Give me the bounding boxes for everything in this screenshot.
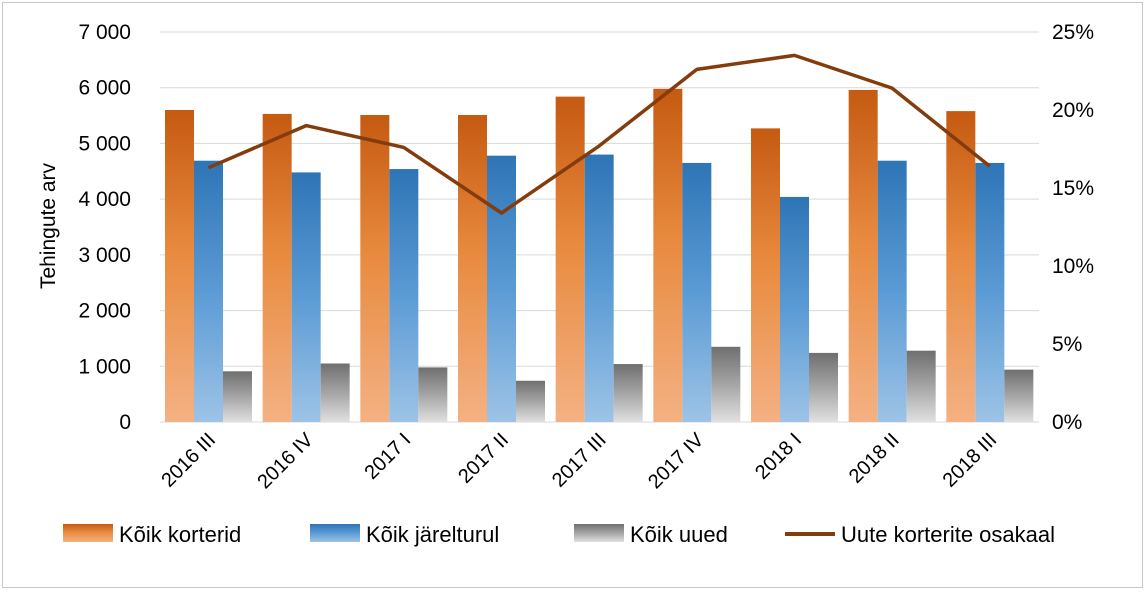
bar-uued: [1004, 369, 1034, 422]
y-tick-label: 3 000: [78, 244, 131, 267]
bar-uued: [809, 352, 838, 422]
y-tick-label: 5 000: [78, 132, 131, 155]
bar-jarelturul: [780, 196, 809, 422]
bar-jarelturul: [291, 172, 321, 422]
legend-label: Uute korterite osakaal: [841, 522, 1055, 547]
bar-korterid: [848, 89, 878, 422]
line-series: [207, 53, 991, 215]
bar-korterid: [458, 115, 487, 422]
legend-label: Kõik järelturul: [366, 522, 499, 547]
y-axis-ticks: 0 1 000 2 000 3 000 4 000 5 000 6 000 7 000: [78, 21, 131, 434]
bar-uued: [906, 350, 936, 422]
y-tick-label: 2 000: [78, 300, 131, 323]
x-tick-label: 2018 III: [939, 429, 1002, 492]
y-axis-label: Tehingute arv: [37, 162, 60, 289]
x-tick-label: 2016 IV: [253, 429, 318, 494]
x-tick-label: 2017 I: [360, 429, 415, 484]
y-tick-label: 7 000: [78, 21, 131, 44]
bar-uued: [711, 346, 741, 422]
bar-jarelturul: [682, 162, 712, 422]
x-tick-label: 2017 III: [548, 429, 611, 492]
y2-tick-label: 5%: [1052, 333, 1082, 356]
y-tick-label: 0: [119, 411, 131, 434]
y2-axis-ticks: 0% 5% 10% 15% 20% 25%: [1052, 21, 1094, 434]
legend-swatch: [574, 524, 624, 542]
bar-uued: [223, 371, 252, 422]
bar-korterid: [555, 96, 585, 422]
bar-uued: [516, 380, 545, 422]
legend-label: Kõik uued: [630, 522, 728, 547]
bar-korterid: [653, 88, 683, 422]
bar-jarelturul: [389, 169, 419, 422]
y-tick-label: 6 000: [78, 77, 131, 100]
y2-tick-label: 25%: [1052, 21, 1094, 44]
x-tick-label: 2018 II: [845, 429, 904, 488]
legend-swatch: [63, 524, 113, 542]
y2-tick-label: 0%: [1052, 411, 1082, 434]
legend: Kõik korterid Kõik järelturul Kõik uued Uut…: [63, 522, 1055, 547]
legend-swatch: [310, 524, 360, 542]
bar-jarelturul: [877, 160, 907, 422]
bar-korterid: [751, 128, 780, 422]
y-tick-label: 1 000: [78, 355, 131, 378]
y-tick-label: 4 000: [78, 188, 131, 211]
line-uute-korterite-osakaal: [207, 53, 991, 215]
x-tick-label: 2018 I: [751, 429, 806, 484]
bar-jarelturul: [194, 160, 223, 422]
bar-korterid: [946, 111, 976, 422]
x-tick-label: 2017 II: [454, 429, 513, 488]
chart: 0 1 000 2 000 3 000 4 000 5 000 6 000 7 000 0% 5…: [37, 21, 1094, 547]
bar-uued: [320, 363, 350, 422]
y2-tick-label: 20%: [1052, 99, 1094, 122]
legend-label: Kõik korterid: [119, 522, 241, 547]
y2-tick-label: 15%: [1052, 177, 1094, 200]
y2-tick-label: 10%: [1052, 255, 1094, 278]
bar-uued: [613, 364, 643, 422]
bar-jarelturul: [487, 155, 516, 422]
bar-series: [165, 88, 1034, 423]
bar-korterid: [165, 110, 194, 422]
bar-korterid: [360, 115, 390, 422]
x-axis-ticks: 2016 III 2016 IV 2017 I 2017 II 2017 III 2017…: [157, 429, 1001, 494]
x-tick-label: 2016 III: [157, 429, 220, 492]
bar-uued: [418, 367, 448, 422]
x-tick-label: 2017 IV: [644, 429, 709, 494]
bar-korterid: [262, 113, 292, 423]
bar-jarelturul: [975, 162, 1005, 422]
bar-jarelturul: [584, 154, 614, 423]
